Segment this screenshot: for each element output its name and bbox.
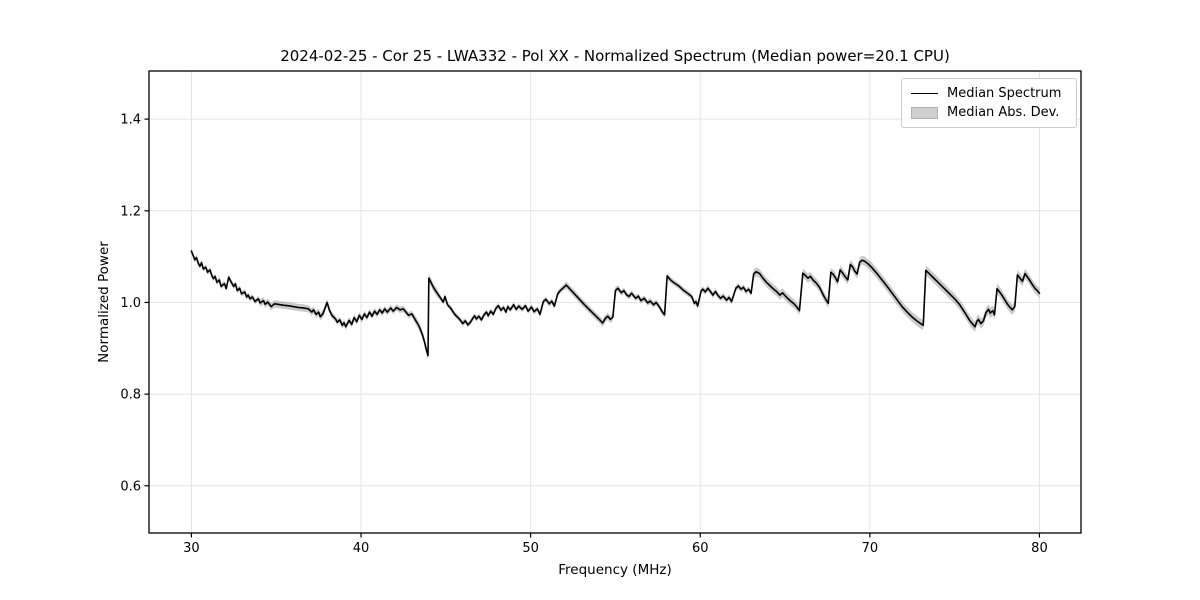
line-swatch-icon (911, 93, 938, 94)
x-tick-label: 70 (862, 541, 879, 556)
y-tick-label: 0.8 (120, 388, 141, 403)
y-tick-label: 1.4 (120, 113, 141, 128)
x-tick-label: 60 (692, 541, 709, 556)
median-abs-dev-band (191, 248, 1040, 360)
x-tick-label: 30 (183, 541, 200, 556)
y-tick-label: 1.0 (120, 296, 141, 311)
x-tick-label: 80 (1031, 541, 1048, 556)
legend-item-median-abs-dev: Median Abs. Dev. (911, 103, 1068, 122)
legend-box: Median Spectrum Median Abs. Dev. (901, 78, 1077, 128)
legend-label: Median Abs. Dev. (947, 105, 1060, 120)
legend-item-median-spectrum: Median Spectrum (911, 84, 1068, 103)
figure-title: 2024-02-25 - Cor 25 - LWA332 - Pol XX - … (280, 47, 950, 65)
y-tick-label: 0.6 (120, 479, 141, 494)
x-tick-label: 50 (522, 541, 539, 556)
patch-swatch-icon (911, 106, 938, 119)
x-tick-label: 40 (353, 541, 370, 556)
median-spectrum-line (190, 250, 1041, 357)
x-axis-label: Frequency (MHz) (558, 562, 672, 578)
y-axis-label: Normalized Power (96, 241, 112, 363)
legend-label: Median Spectrum (947, 86, 1062, 101)
y-tick-label: 1.2 (120, 204, 141, 219)
